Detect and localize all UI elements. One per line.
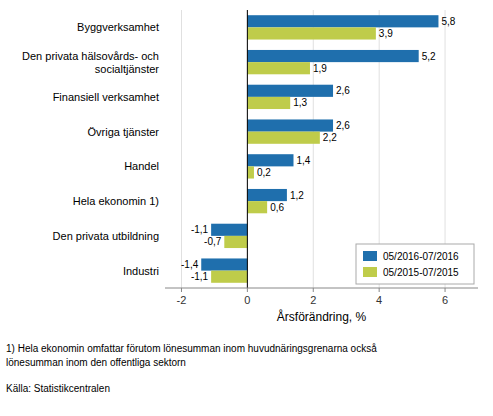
category-label: Övriga tjänster — [87, 126, 159, 138]
legend: 05/2016-07/2016 05/2015-07/2015 — [356, 244, 474, 284]
grid-line — [247, 10, 248, 288]
category-label-line: Den privata utbildning — [53, 230, 159, 242]
category-label-line: Byggverksamhet — [77, 21, 159, 33]
tick-label: 6 — [442, 294, 448, 306]
legend-label: 05/2016-07/2016 — [383, 251, 459, 262]
bar — [247, 132, 319, 144]
category-label-line: Den privata hälsovårds- och — [22, 50, 159, 62]
bar — [247, 189, 287, 201]
bar — [211, 271, 247, 283]
category-label: Den privata hälsovårds- ochsocialtjänste… — [22, 50, 159, 75]
data-label: -1,4 — [181, 259, 199, 270]
category-label-line: Hela ekonomin 1) — [73, 195, 159, 207]
data-label: -1,1 — [191, 271, 209, 282]
tick-label: -2 — [177, 294, 187, 306]
category-label-line: Övriga tjänster — [87, 126, 159, 138]
category-label: Finansiell verksamhet — [53, 91, 159, 103]
tick — [247, 288, 248, 292]
footnote: 1) Hela ekonomin omfattar förutom lönesu… — [6, 343, 377, 354]
data-label: 3,9 — [379, 28, 393, 39]
category-label: Industri — [123, 265, 159, 277]
category-label: Byggverksamhet — [77, 21, 159, 33]
grid-line — [181, 10, 182, 288]
data-label: 1,9 — [313, 63, 327, 74]
data-label: 5,8 — [441, 16, 455, 27]
bar — [247, 50, 418, 62]
legend-swatch — [363, 267, 377, 277]
legend-swatch — [363, 251, 377, 261]
data-label: -1,1 — [191, 224, 209, 235]
category-label-line: Industri — [123, 265, 159, 277]
legend-label: 05/2015-07/2015 — [383, 267, 459, 278]
category-label-line: socialtjänster — [95, 63, 160, 75]
data-label: 1,3 — [293, 97, 307, 108]
bar — [224, 236, 247, 248]
data-label: 1,2 — [290, 190, 304, 201]
data-label: 5,2 — [422, 51, 436, 62]
bar — [247, 201, 267, 213]
zero-line — [247, 10, 248, 288]
tick — [313, 288, 314, 292]
footnotes: 1) Hela ekonomin omfattar förutom lönesu… — [6, 343, 377, 394]
category-label: Hela ekonomin 1) — [73, 195, 159, 207]
data-label: 0,6 — [270, 202, 284, 213]
bar — [211, 224, 247, 236]
data-label: 2,6 — [336, 120, 350, 131]
tick — [181, 288, 182, 292]
bar — [247, 85, 333, 97]
data-label: 1,4 — [296, 155, 310, 166]
category-label-line: Handel — [124, 160, 159, 172]
data-label: 0,2 — [257, 167, 271, 178]
bars — [201, 15, 438, 283]
bar — [247, 27, 375, 39]
data-label: -0,7 — [204, 236, 222, 247]
tick-label: 0 — [244, 294, 250, 306]
chart: -1,4-1,11,21,42,62,65,25,8-1,1-0,70,60,2… — [0, 0, 493, 416]
bar — [247, 97, 290, 109]
category-label-line: Finansiell verksamhet — [53, 91, 159, 103]
axis-line — [165, 288, 478, 289]
data-label: 2,6 — [336, 85, 350, 96]
tick — [379, 288, 380, 292]
legend-box — [356, 244, 474, 284]
y-axis: Industri Den privata utbildning Hela ekono… — [22, 21, 159, 276]
x-axis: -2 0 2 4 6 Årsförändring, % — [165, 288, 478, 324]
bar — [247, 154, 293, 166]
bar — [247, 62, 310, 74]
tick — [445, 288, 446, 292]
tick-label: 2 — [310, 294, 316, 306]
bar — [247, 119, 333, 131]
bar — [247, 15, 438, 27]
tick-label: 4 — [376, 294, 382, 306]
bar — [247, 166, 254, 178]
footnote: Källa: Statistikcentralen — [6, 383, 110, 394]
data-label: 2,2 — [323, 132, 337, 143]
category-label: Handel — [124, 160, 159, 172]
x-axis-label: Årsförändring, % — [277, 309, 367, 324]
category-label: Den privata utbildning — [53, 230, 159, 242]
data-labels: -1,4-1,11,21,42,62,65,25,8-1,1-0,70,60,2… — [181, 16, 456, 282]
footnote: lönesumman inom den offentliga sektorn — [6, 357, 186, 368]
bar — [201, 258, 247, 270]
